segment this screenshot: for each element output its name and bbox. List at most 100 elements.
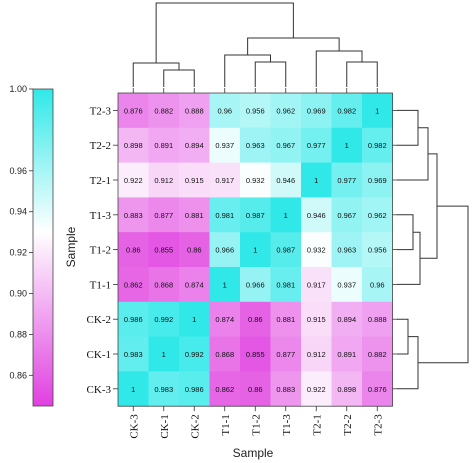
cell-value-label: 0.969 [368, 176, 387, 185]
cell-value-label: 0.96 [217, 106, 232, 115]
heatmap-cell [209, 232, 241, 268]
heatmap-cell [362, 267, 393, 303]
cell-value-label: 0.855 [246, 350, 265, 359]
heatmap-cell [301, 197, 332, 233]
heatmap-cell [148, 336, 180, 372]
colorbar-tick-label: 1.00 [9, 84, 27, 94]
cell-value-label: 0.862 [215, 385, 234, 394]
heatmap-cell [331, 197, 363, 233]
heatmap-cell [240, 93, 271, 129]
cell-value-label: 0.982 [368, 141, 387, 150]
cell-value-label: 0.877 [276, 350, 295, 359]
cell-value-label: 0.917 [307, 280, 326, 289]
cell-value-label: 1 [192, 315, 196, 324]
cell-value-label: 0.992 [154, 315, 173, 324]
y-axis-label: Sample [64, 226, 78, 267]
heatmap-cell [301, 371, 332, 407]
heatmap-cell [270, 336, 302, 372]
cell-value-label: 0.962 [276, 106, 295, 115]
cell-value-label: 0.967 [337, 211, 356, 220]
column-tick-label: T2-1 [311, 414, 323, 435]
heatmap-cell [118, 93, 149, 129]
heatmap-cell [331, 232, 363, 268]
heatmap-cell [240, 336, 271, 372]
heatmap-cell [179, 127, 210, 163]
cell-value-label: 0.987 [276, 246, 295, 255]
cell-value-label: 0.888 [185, 106, 204, 115]
row-tick-label: T1-3 [90, 210, 112, 222]
heatmap-cell [148, 93, 180, 129]
dendrogram-branch [247, 37, 340, 55]
heatmap-cell [240, 371, 271, 407]
cell-value-label: 0.917 [215, 176, 234, 185]
cell-value-label: 0.883 [124, 211, 143, 220]
heatmap-cell [240, 127, 271, 163]
cell-value-label: 0.891 [337, 350, 356, 359]
cell-value-label: 1 [314, 176, 318, 185]
heatmap-cell [209, 127, 241, 163]
heatmap-cell [362, 371, 393, 407]
heatmap-cell [148, 162, 180, 198]
cell-value-label: 0.977 [307, 141, 326, 150]
cell-value-label: 0.922 [307, 385, 326, 394]
heatmap-cell [301, 232, 332, 268]
heatmap-cell [179, 93, 210, 129]
dendrogram-branch [397, 231, 421, 285]
colorbar-tick-label: 0.88 [9, 329, 27, 339]
heatmap-cell [209, 301, 241, 337]
heatmap-cell [118, 301, 149, 337]
cell-value-label: 0.912 [307, 350, 326, 359]
x-axis-label: Sample [233, 446, 274, 460]
cell-value-label: 0.946 [276, 176, 295, 185]
cell-value-label: 0.937 [337, 280, 356, 289]
cell-value-label: 0.963 [337, 246, 356, 255]
heatmap-cell [362, 93, 393, 129]
dendrogram-branch [132, 62, 180, 87]
dendrogram-branch [397, 127, 429, 181]
cell-value-label: 0.882 [368, 350, 387, 359]
dendrogram-branch [418, 205, 469, 364]
column-tick-label: CK-1 [159, 414, 171, 438]
heatmap-cell [362, 301, 393, 337]
heatmap-cell [270, 301, 302, 337]
colorbar-gradient [32, 88, 54, 407]
cell-value-label: 0.937 [215, 141, 234, 150]
dendrogram-branch [315, 50, 363, 87]
cell-value-label: 0.898 [337, 385, 356, 394]
cell-value-label: 0.862 [124, 280, 143, 289]
heatmap-cell [270, 232, 302, 268]
row-tick-label: T2-2 [90, 140, 111, 152]
colorbar: 0.86 0.88 0.90 0.92 0.94 0.96 1.00 [9, 84, 54, 407]
cell-value-label: 0.966 [246, 280, 265, 289]
heatmap-cell [270, 127, 302, 163]
cell-value-label: 0.96 [370, 280, 385, 289]
dendrogram-branch [254, 61, 287, 87]
heatmap-cell [301, 162, 332, 198]
heatmap-cell [270, 162, 302, 198]
cell-value-label: 0.877 [154, 211, 173, 220]
cell-value-label: 0.881 [276, 315, 295, 324]
heatmap-cell [118, 232, 149, 268]
dendrogram-branch [397, 214, 414, 251]
heatmap-cell [331, 93, 363, 129]
cell-value-label: 0.946 [307, 211, 326, 220]
cell-value-label: 0.986 [185, 385, 204, 394]
cell-value-label: 0.969 [307, 106, 326, 115]
cell-value-label: 0.981 [276, 280, 295, 289]
heatmap-cell [362, 127, 393, 163]
cell-value-label: 0.962 [368, 211, 387, 220]
cell-value-label: 1 [253, 246, 257, 255]
row-dendrogram [397, 109, 469, 390]
colorbar-tick-label: 0.90 [9, 289, 27, 299]
heatmap-cell [209, 93, 241, 129]
heatmap-cell [301, 267, 332, 303]
heatmap-cell [362, 162, 393, 198]
heatmap-cell [362, 232, 393, 268]
row-tick-label: T1-2 [90, 245, 111, 257]
cell-value-label: 1 [223, 280, 227, 289]
dendrogram-branch [155, 2, 294, 63]
heatmap-labels: T2-3 T2-2 T2-1 T1-3 T1-2 T1-1 CK-2 CK-1 CK-3 CK-3… [87, 88, 398, 439]
cell-value-label: 0.86 [126, 246, 141, 255]
heatmap-cell [209, 371, 241, 407]
heatmap-cell [118, 127, 149, 163]
